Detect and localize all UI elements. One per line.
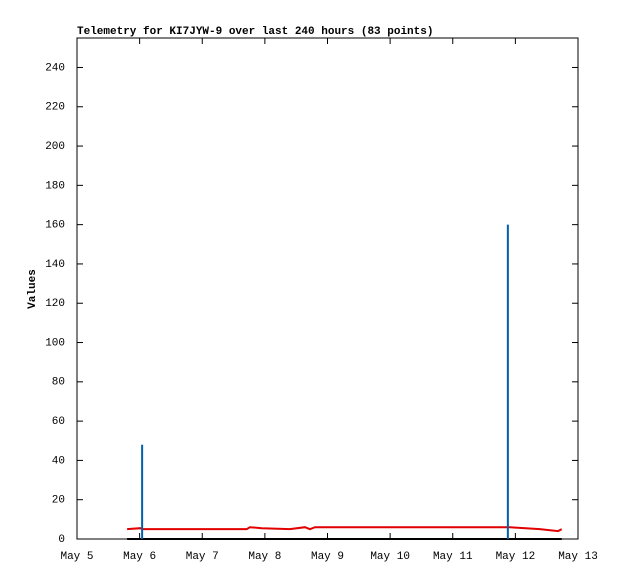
y-tick-label: 80	[52, 377, 65, 389]
y-tick-label: 40	[52, 455, 65, 467]
y-tick-label: 140	[45, 259, 65, 271]
data-line	[127, 526, 563, 533]
x-tick-label: May 10	[370, 551, 410, 563]
chart-title: Telemetry for KI7JYW-9 over last 240 hou…	[77, 26, 433, 38]
y-tick-label: 200	[45, 141, 65, 153]
plot-frame	[76, 37, 579, 540]
y-tick-label: 100	[45, 337, 65, 349]
y-tick-label: 240	[45, 62, 65, 74]
x-tick-label: May 6	[123, 551, 156, 563]
y-tick-label: 220	[45, 102, 65, 114]
y-tick-label: 180	[45, 180, 65, 192]
x-tick-label: May 7	[186, 551, 219, 563]
y-tick-label: 0	[58, 534, 65, 546]
y-tick-label: 20	[52, 495, 65, 507]
x-tick-label: May 12	[496, 551, 536, 563]
x-tick-label: May 11	[433, 551, 473, 563]
y-tick-label: 60	[52, 416, 65, 428]
y-tick-label: 160	[45, 220, 65, 232]
x-tick-label: May 9	[311, 551, 344, 563]
y-tick-label: 120	[45, 298, 65, 310]
y-axis-label: Values	[27, 269, 39, 309]
x-tick-label: May 13	[558, 551, 598, 563]
x-tick-label: May 5	[60, 551, 93, 563]
x-tick-label: May 8	[248, 551, 281, 563]
